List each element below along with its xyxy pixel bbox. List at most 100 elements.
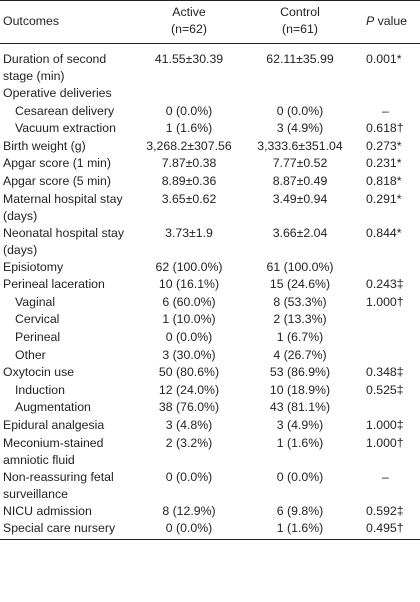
control-cell: 8 (53.3%) — [273, 294, 327, 309]
p-value-cell: 0.592‡ — [366, 503, 404, 518]
outcome-cell: Neonatal hospital stay (days) — [3, 225, 124, 257]
table-row: Apgar score (5 min) 8.89±0.36 8.87±0.49 0.8… — [0, 173, 420, 191]
header-p-rest: value — [374, 13, 408, 28]
p-value-cell: 1.000† — [366, 435, 404, 450]
active-cell: 3.73±1.9 — [165, 225, 213, 240]
table-row: Duration of second stage (min) 41.55±30.3… — [0, 44, 420, 86]
header-active-n: (n=62) — [171, 22, 207, 36]
control-cell — [240, 85, 360, 103]
outcome-cell: Other — [15, 347, 46, 362]
p-value-cell: 0.495† — [366, 521, 404, 536]
active-cell: 3.65±0.62 — [161, 191, 217, 206]
active-cell: 2 (3.2%) — [165, 435, 213, 450]
control-cell: 3 (4.9%) — [276, 417, 324, 432]
control-cell: 3.49±0.94 — [272, 191, 328, 206]
outcomes-table: Outcomes Active (n=62) Control (n=61) P … — [0, 0, 420, 540]
active-cell: 8 (12.9%) — [162, 503, 216, 518]
p-value-cell: 0.844* — [366, 225, 402, 240]
p-value-cell — [360, 259, 420, 277]
active-cell: 10 (16.1%) — [158, 277, 220, 292]
outcome-cell: Vaginal — [15, 294, 56, 309]
active-cell: 0 (0.0%) — [165, 103, 213, 118]
control-cell: 53 (86.9%) — [269, 365, 331, 380]
outcome-cell: Augmentation — [15, 400, 91, 415]
active-cell: 8.89±0.36 — [161, 173, 217, 188]
p-value-cell — [360, 399, 420, 417]
p-value-cell — [360, 311, 420, 329]
outcome-cell: Vacuum extraction — [15, 121, 116, 136]
active-cell: 0 (0.0%) — [165, 329, 213, 344]
control-cell: 15 (24.6%) — [269, 277, 331, 292]
active-cell: 50 (80.6%) — [158, 365, 220, 380]
header-p-italic: P — [366, 13, 375, 28]
outcome-cell: Episiotomy — [3, 259, 64, 274]
p-value-cell: 1.000† — [366, 294, 404, 309]
outcome-cell: Special care nursery — [3, 521, 116, 536]
control-cell: 6 (9.8%) — [276, 503, 324, 518]
p-value-cell: 0.243‡ — [366, 277, 404, 292]
active-cell: 7.87±0.38 — [161, 156, 217, 171]
dash-mark: – — [382, 469, 389, 484]
control-cell: 1 (1.6%) — [276, 435, 324, 450]
table-row: Apgar score (1 min) 7.87±0.38 7.77±0.52 0.2… — [0, 155, 420, 173]
header-active: Active (n=62) — [138, 1, 240, 44]
control-cell: 3,333.6±351.04 — [257, 138, 343, 153]
outcome-cell: NICU admission — [3, 503, 92, 518]
p-value-cell: 0.818* — [366, 173, 402, 188]
table-row: Operative deliveries — [0, 85, 420, 103]
control-cell: 0 (0.0%) — [276, 103, 324, 118]
table-row: Other 3 (30.0%) 4 (26.7%) — [0, 347, 420, 365]
p-value-cell — [360, 347, 420, 365]
control-cell: 3.66±2.04 — [272, 225, 328, 240]
active-cell: 12 (24.0%) — [158, 382, 220, 397]
outcome-cell: Maternal hospital stay (days) — [3, 191, 123, 223]
outcome-cell: Apgar score (5 min) — [3, 173, 111, 188]
table-row: Induction 12 (24.0%) 10 (18.9%) 0.525‡ — [0, 382, 420, 400]
active-cell: 3 (4.8%) — [165, 417, 213, 432]
table-row: Epidural analgesia 3 (4.8%) 3 (4.9%) 1.000‡ — [0, 417, 420, 435]
control-cell: 61 (100.0%) — [266, 259, 334, 274]
header-control-label: Control — [280, 5, 320, 19]
active-cell: 1 (1.6%) — [165, 121, 213, 136]
table-row: Birth weight (g) 3,268.2±307.56 3,333.6±35… — [0, 138, 420, 156]
control-cell: 2 (13.3%) — [273, 312, 327, 327]
table-row: Non-reassuring fetal surveillance 0 (0.0%… — [0, 469, 420, 503]
table-row: Episiotomy 62 (100.0%) 61 (100.0%) — [0, 259, 420, 277]
table-row: Augmentation 38 (76.0%) 43 (81.1%) — [0, 399, 420, 417]
control-cell: 0 (0.0%) — [276, 469, 324, 484]
table-row: Perineal 0 (0.0%) 1 (6.7%) — [0, 329, 420, 347]
control-cell: 1 (6.7%) — [276, 329, 324, 344]
p-value-cell: 0.273* — [366, 138, 402, 153]
active-cell: 6 (60.0%) — [162, 294, 216, 309]
header-outcomes: Outcomes — [3, 13, 60, 28]
table-header: Outcomes Active (n=62) Control (n=61) P … — [0, 0, 420, 44]
active-cell: 41.55±30.39 — [154, 52, 224, 66]
table-body: Duration of second stage (min) 41.55±30.3… — [0, 44, 420, 540]
p-value-cell — [360, 85, 420, 103]
header-active-label: Active — [172, 5, 206, 19]
table-row: Meconium-stained amniotic fluid 2 (3.2%) 1… — [0, 435, 420, 469]
control-cell: 10 (18.9%) — [269, 382, 331, 397]
header-row: Outcomes Active (n=62) Control (n=61) P … — [0, 0, 420, 44]
active-cell: 0 (0.0%) — [165, 521, 213, 536]
table-row: Perineal laceration 10 (16.1%) 15 (24.6%) 0… — [0, 276, 420, 294]
p-value-cell: – — [360, 103, 420, 121]
table-row: NICU admission 8 (12.9%) 6 (9.8%) 0.592‡ — [0, 503, 420, 521]
control-cell: 62.11±35.99 — [266, 52, 334, 66]
p-value-cell: – — [360, 469, 420, 503]
active-cell: 38 (76.0%) — [158, 400, 220, 415]
table-row: Neonatal hospital stay (days) 3.73±1.9 3.6… — [0, 225, 420, 259]
outcome-cell: Perineal — [15, 329, 61, 344]
table-row: Special care nursery 0 (0.0%) 1 (1.6%) 0.49… — [0, 520, 420, 540]
outcome-cell: Perineal laceration — [3, 277, 105, 292]
header-p-value: P value — [360, 1, 420, 44]
header-control-n: (n=61) — [282, 22, 318, 36]
outcome-cell: Apgar score (1 min) — [3, 156, 111, 171]
outcome-cell: Meconium-stained amniotic fluid — [3, 435, 104, 467]
active-cell: 1 (10.0%) — [162, 312, 216, 327]
control-cell: 7.77±0.52 — [272, 156, 328, 171]
p-value-cell: 0.618† — [366, 121, 404, 136]
table-row: Vaginal 6 (60.0%) 8 (53.3%) 1.000† — [0, 294, 420, 312]
table-row: Cesarean delivery 0 (0.0%) 0 (0.0%) – — [0, 103, 420, 121]
outcome-cell: Operative deliveries — [3, 86, 112, 100]
